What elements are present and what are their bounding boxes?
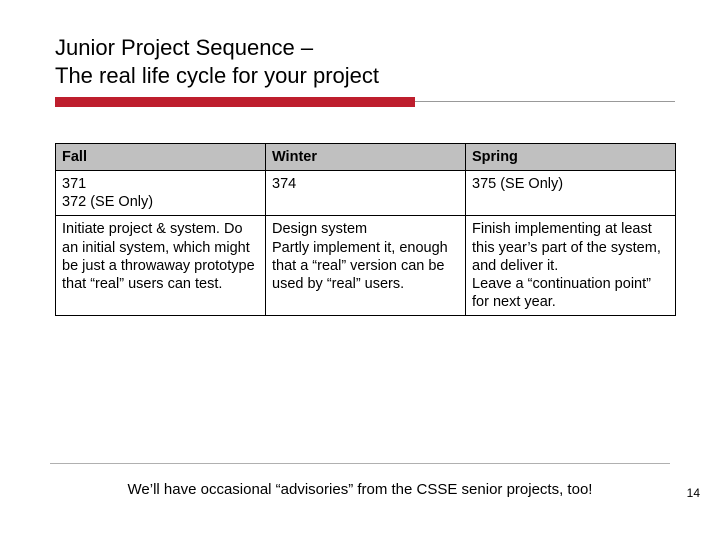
- page-number: 14: [687, 486, 700, 500]
- col-header-fall: Fall: [56, 144, 266, 171]
- slide-title: Junior Project Sequence – The real life …: [55, 34, 670, 89]
- cell-fall-courses: 371372 (SE Only): [56, 171, 266, 216]
- sequence-table: Fall Winter Spring 371372 (SE Only) 374 …: [55, 143, 676, 316]
- col-header-spring: Spring: [466, 144, 676, 171]
- table-row: 371372 (SE Only) 374 375 (SE Only): [56, 171, 676, 216]
- cell-spring-courses: 375 (SE Only): [466, 171, 676, 216]
- table-header-row: Fall Winter Spring: [56, 144, 676, 171]
- accent-bar-tail: [415, 101, 675, 102]
- table-row: Initiate project & system. Do an initial…: [56, 216, 676, 316]
- cell-winter-courses: 374: [266, 171, 466, 216]
- cell-winter-desc: Design systemPartly implement it, enough…: [266, 216, 466, 316]
- accent-bar: [55, 97, 415, 107]
- footnote-text: We’ll have occasional “advisories” from …: [0, 481, 720, 498]
- slide: Junior Project Sequence – The real life …: [0, 0, 720, 540]
- cell-spring-desc: Finish implementing at least this year’s…: [466, 216, 676, 316]
- footer-divider: [50, 463, 670, 464]
- col-header-winter: Winter: [266, 144, 466, 171]
- cell-fall-desc: Initiate project & system. Do an initial…: [56, 216, 266, 316]
- title-line-2: The real life cycle for your project: [55, 62, 670, 90]
- title-underline: [55, 97, 670, 107]
- title-line-1: Junior Project Sequence –: [55, 34, 670, 62]
